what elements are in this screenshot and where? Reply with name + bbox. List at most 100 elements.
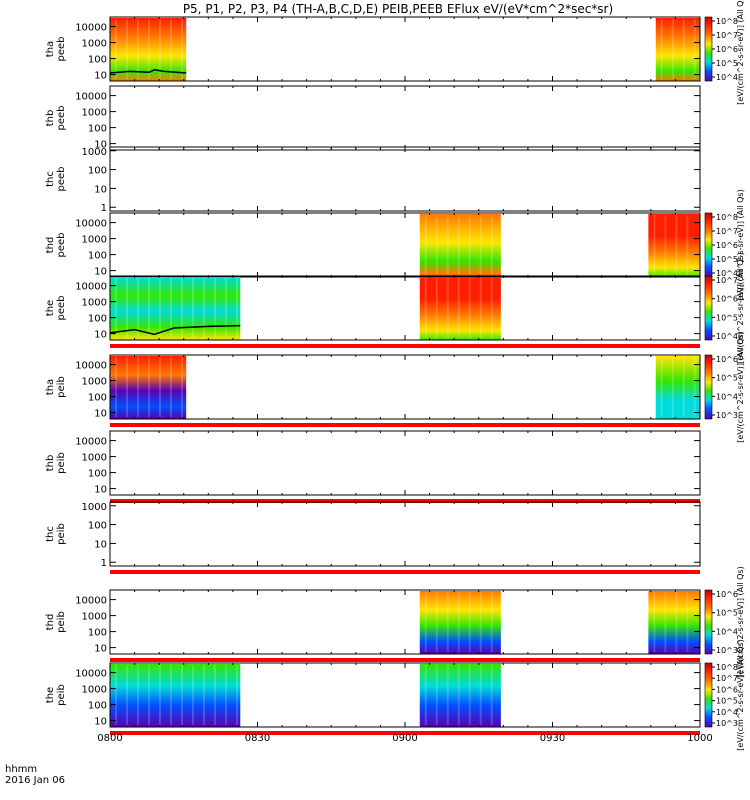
colorbar-tick-label: 10^4	[716, 708, 738, 717]
spectrogram-block	[110, 18, 187, 81]
fill-bar	[110, 499, 700, 503]
colorbar-tick-label: 10^5	[716, 255, 738, 264]
spectrogram-block	[655, 356, 700, 419]
spectrogram-block	[419, 591, 501, 654]
x-tick-label: 0900	[392, 733, 417, 744]
spectrogram-block	[419, 277, 501, 340]
y-tick-label: 10	[94, 644, 107, 655]
y-tick-label: 1000	[82, 108, 107, 119]
colorbar-tick-label: 10^3	[716, 646, 738, 655]
panel-frame	[109, 16, 701, 82]
spectrogram-block	[419, 214, 501, 277]
colorbar	[704, 275, 713, 341]
probe-name: thc	[45, 526, 56, 542]
y-tick-label: 10000	[75, 437, 107, 448]
fill-bar	[110, 731, 700, 735]
y-tick-label: 1000	[82, 612, 107, 623]
y-tick-label: 10000	[75, 219, 107, 230]
panel-label: thdpeib	[45, 611, 67, 633]
x-footer-date-label: 2016 Jan 06	[5, 775, 65, 786]
spectrogram-block	[655, 18, 700, 81]
y-tick-label: 10000	[75, 23, 107, 34]
colorbar-tick-label: 10^4	[716, 627, 738, 636]
instrument-name: peib	[56, 376, 67, 398]
colorbar	[704, 354, 713, 420]
y-tick-label: 10	[94, 184, 107, 195]
colorbar-tick-label: 10^5	[716, 697, 738, 706]
panel-thb-peib: 10000 1000 100 10 thbpeib	[45, 430, 701, 503]
colorbar-tick-label: 10^6	[716, 45, 738, 54]
colorbar	[704, 16, 713, 82]
panel-thd-peib: 10000 1000 100 10 thdpeib 10^6 10^5 10^4 10^3[eV…	[45, 566, 745, 677]
panel-tha-peib: 10000 1000 100 10 thapeib 10^6 10^5 10^4 10^3[eV…	[45, 331, 745, 442]
panel-frame	[109, 589, 701, 655]
y-tick-label: 10000	[75, 92, 107, 103]
colorbar-tick-label: 10^5	[716, 609, 738, 618]
panel-the-peeb: 10000 1000 100 10 thepeeb 10^7 10^6 10^5 10^4[eV…	[45, 252, 745, 363]
y-tick-label: 1000	[82, 685, 107, 696]
probe-name: thb	[45, 110, 56, 127]
fill-bar	[110, 344, 700, 348]
panel-tha-peeb: 10000 1000 100 10 thapeeb 10^8 10^7 10^6 10^5 10^…	[45, 0, 745, 105]
spectrogram-block	[648, 214, 700, 277]
fill-bar	[110, 423, 700, 427]
probe-name: thd	[45, 237, 56, 254]
panel-thc-peib: 1000 100 10 1 thcpeib	[45, 501, 701, 574]
colorbar-tick-label: 10^5	[716, 374, 738, 383]
colorbar-tick-label: 10^4	[716, 332, 738, 341]
y-tick-label: 1000	[82, 235, 107, 246]
y-tick-label: 10000	[75, 282, 107, 293]
y-tick-label: 100	[88, 521, 107, 532]
y-tick-label: 100	[88, 251, 107, 262]
y-tick-label: 100	[88, 701, 107, 712]
panel-label: thepeib	[45, 684, 67, 706]
probe-name: the	[45, 687, 56, 703]
colorbar-tick-label: 10^4	[716, 392, 738, 401]
y-tick-label: 10	[94, 485, 107, 496]
spectrogram-block	[419, 664, 501, 727]
spectrogram-block	[110, 356, 187, 419]
colorbar-tick-label: 10^5	[716, 313, 738, 322]
instrument-name: peib	[56, 452, 67, 474]
colorbar-tick-label: 10^6	[716, 355, 738, 364]
y-tick-label: 100	[88, 628, 107, 639]
y-tick-label: 100	[88, 166, 107, 177]
panel-label: thcpeib	[45, 523, 67, 545]
colorbar-tick-label: 10^6	[716, 241, 738, 250]
instrument-name: peib	[56, 611, 67, 633]
y-tick-label: 10	[94, 267, 107, 278]
colorbar-tick-label: 10^7	[716, 31, 738, 40]
y-tick-label: 10	[94, 717, 107, 728]
panel-label: thdpeeb	[45, 233, 67, 258]
y-tick-label: 10	[94, 71, 107, 82]
probe-name: thd	[45, 614, 56, 631]
x-axis: 0800 0830 0900 0930 1000	[97, 722, 713, 744]
panel-thb-peeb: 10000 1000 100 10 thbpeeb	[45, 85, 701, 151]
y-tick-label: 10000	[75, 669, 107, 680]
colorbar-tick-label: 10^6	[716, 685, 738, 694]
probe-name: thb	[45, 455, 56, 472]
panel-label: thapeib	[45, 376, 67, 398]
x-footer-time-label: hhmm	[5, 764, 37, 775]
y-tick-label: 10	[94, 330, 107, 341]
instrument-name: peeb	[56, 106, 67, 131]
probe-name: tha	[45, 379, 56, 395]
panel-label: thbpeib	[45, 452, 67, 474]
y-tick-label: 10000	[75, 361, 107, 372]
panel-thc-peeb: 1000 100 10 1 thcpeeb	[45, 146, 701, 214]
colorbar-tick-label: 10^8	[716, 663, 738, 672]
probe-name: thc	[45, 171, 56, 187]
panel-label: thcpeeb	[45, 167, 67, 192]
panel-thd-peeb: 10000 1000 100 10 thdpeeb 10^8 10^7 10^6 10^5 10^…	[45, 189, 745, 300]
panel-label: thepeeb	[45, 296, 67, 321]
colorbar	[704, 662, 713, 728]
panel-frame	[109, 146, 701, 212]
spectrogram-block	[648, 591, 700, 654]
panel-frame	[109, 85, 701, 151]
colorbar-title: [eV/(cm^2-s-sr-eV)] (All Qs)	[736, 566, 745, 677]
y-tick-label: 1000	[82, 377, 107, 388]
instrument-name: peib	[56, 684, 67, 706]
y-tick-label: 1000	[82, 147, 107, 158]
panel-label: thbpeeb	[45, 106, 67, 131]
